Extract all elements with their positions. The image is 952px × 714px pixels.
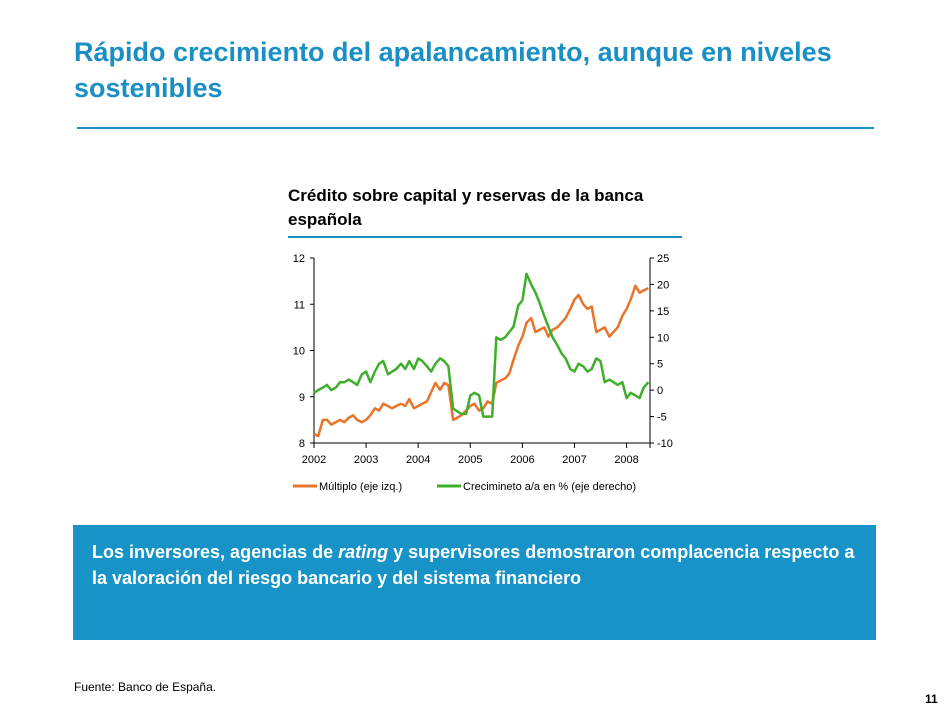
right-y-tick-label: 15 xyxy=(657,306,669,318)
chart-title-divider xyxy=(288,236,682,238)
slide-title: Rápido crecimiento del apalancamiento, a… xyxy=(74,37,832,103)
left-y-tick-label: 11 xyxy=(294,299,305,311)
right-y-tick-label: -5 xyxy=(657,412,667,424)
right-y-tick-label: 20 xyxy=(657,279,669,291)
series-line-crecimiento xyxy=(313,272,650,418)
x-tick-label: 2007 xyxy=(562,454,586,466)
x-tick-label: 2003 xyxy=(354,454,378,466)
page-number: 11 xyxy=(925,692,938,706)
legend-label-multiplo: Múltiplo (eje izq.) xyxy=(319,481,402,493)
right-y-tick-label: 10 xyxy=(657,332,669,344)
title-divider xyxy=(77,127,874,129)
callout-box: Los inversores, agencias de rating y sup… xyxy=(73,525,876,640)
x-tick-label: 2002 xyxy=(302,454,326,466)
right-y-tick-label: 0 xyxy=(657,385,663,397)
left-y-tick-label: 12 xyxy=(293,253,305,265)
callout-text-start: Los inversores, agencias de xyxy=(92,542,339,562)
x-tick-label: 2008 xyxy=(614,454,638,466)
callout-text-emphasis: rating xyxy=(338,542,389,562)
left-y-tick-label: 9 xyxy=(299,392,305,404)
source-note: Fuente: Banco de España. xyxy=(74,680,217,694)
legend-label-crecimiento: Crecimineto a/a en % (eje derecho) xyxy=(463,481,636,493)
x-tick-label: 2005 xyxy=(458,454,482,466)
callout-text-end: y supervisores demostraron complacencia … xyxy=(92,542,855,588)
chart-title: Crédito sobre capital y reservas de la b… xyxy=(288,186,644,229)
left-y-tick-label: 10 xyxy=(293,346,305,358)
left-y-tick-label: 8 xyxy=(299,438,305,450)
right-y-tick-label: 25 xyxy=(657,253,669,265)
x-tick-label: 2006 xyxy=(510,454,534,466)
right-y-tick-label: 5 xyxy=(657,359,663,371)
x-tick-label: 2004 xyxy=(406,454,430,466)
right-y-tick-label: -10 xyxy=(657,438,673,450)
